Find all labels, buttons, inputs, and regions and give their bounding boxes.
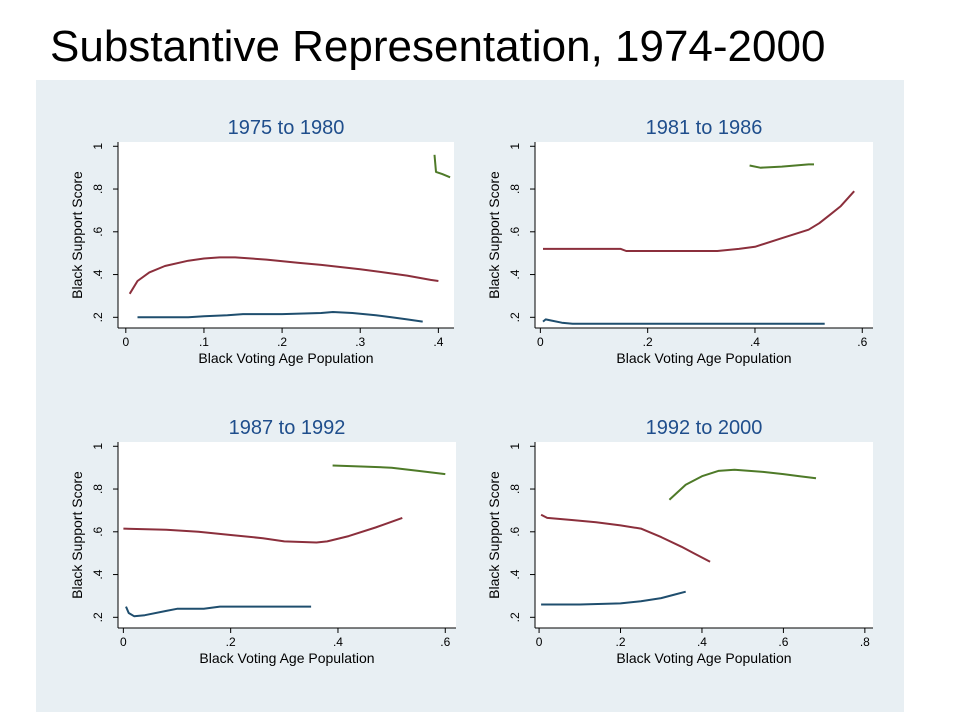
x-tick-label: .6 <box>440 635 450 649</box>
x-tick-label: 0 <box>122 335 129 349</box>
x-tick-label: .6 <box>857 335 867 349</box>
y-tick-label: .8 <box>91 484 105 494</box>
y-tick-label: .6 <box>508 526 522 536</box>
x-tick-label: .1 <box>199 335 209 349</box>
x-axis-label: Black Voting Age Population <box>199 650 374 666</box>
plot-area <box>118 442 456 628</box>
x-tick-label: .4 <box>750 335 760 349</box>
y-tick-label: 1 <box>508 443 522 450</box>
series-line-maroon <box>128 256 439 295</box>
x-tick-label: 0 <box>537 335 544 349</box>
chart-panel: 1987 to 1992 0 .2 .4 .6 .2 .4 .6 .8 1 Black Voting… <box>69 417 456 666</box>
series-line-navy <box>125 605 312 618</box>
y-tick-label: .6 <box>91 526 105 536</box>
y-tick-label: .2 <box>91 612 105 622</box>
y-axis-label: Black Support Score <box>486 171 502 299</box>
series-line-green <box>332 464 446 476</box>
series-line-maroon <box>123 516 403 544</box>
chart-panel: 1975 to 1980 0 .1 .2 .3 .4 .2 .4 .6 .8 1 Black Voti… <box>69 117 454 366</box>
y-tick-label: .6 <box>508 226 522 236</box>
y-tick-label: .8 <box>91 184 105 194</box>
y-tick-label: 1 <box>508 143 522 150</box>
x-tick-label: 0 <box>536 635 543 649</box>
y-tick-label: .4 <box>508 269 522 279</box>
y-axis-label: Black Support Score <box>69 171 85 299</box>
x-tick-label: .4 <box>433 335 443 349</box>
chart-panel: 1981 to 1986 0 .2 .4 .6 .2 .4 .6 .8 1 Black Voting… <box>486 117 873 366</box>
x-axis-label: Black Voting Age Population <box>616 650 791 666</box>
plot-area <box>118 142 454 328</box>
chart-panel: 1992 to 2000 0 .2 .4 .6 .8 .2 .4 .6 .8 1 Black Voti… <box>486 417 873 666</box>
y-tick-label: .4 <box>91 569 105 579</box>
y-tick-label: .4 <box>508 569 522 579</box>
y-tick-label: 1 <box>91 143 105 150</box>
x-axis-label: Black Voting Age Population <box>616 350 791 366</box>
x-tick-label: .4 <box>697 635 707 649</box>
panel-title: 1981 to 1986 <box>646 117 763 139</box>
x-tick-label: .6 <box>778 635 788 649</box>
series-line-green <box>749 163 814 169</box>
y-tick-label: .2 <box>508 312 522 322</box>
series-line-navy <box>541 590 686 606</box>
panel-title: 1975 to 1980 <box>228 117 345 139</box>
series-line-maroon <box>540 513 711 563</box>
y-tick-label: .8 <box>508 484 522 494</box>
x-tick-label: .2 <box>226 635 236 649</box>
x-tick-label: .2 <box>616 635 626 649</box>
y-axis-label: Black Support Score <box>69 471 85 599</box>
x-tick-label: .2 <box>643 335 653 349</box>
series-line-green <box>668 468 817 501</box>
series-line-maroon <box>543 190 855 252</box>
series-line-navy <box>542 318 825 325</box>
plot-area <box>535 142 873 328</box>
x-tick-label: .2 <box>277 335 287 349</box>
x-tick-label: .3 <box>355 335 365 349</box>
panel-title: 1992 to 2000 <box>646 417 763 439</box>
x-tick-label: 0 <box>120 635 127 649</box>
y-tick-label: .2 <box>508 612 522 622</box>
y-tick-label: .6 <box>91 226 105 236</box>
slide-title: Substantive Representation, 1974-2000 <box>50 22 826 71</box>
series-line-navy <box>137 311 423 323</box>
panel-title: 1987 to 1992 <box>229 417 346 439</box>
y-tick-label: 1 <box>91 443 105 450</box>
x-tick-label: .8 <box>860 635 870 649</box>
y-axis-label: Black Support Score <box>486 471 502 599</box>
y-tick-label: .8 <box>508 184 522 194</box>
series-line-green <box>433 154 451 179</box>
y-tick-label: .4 <box>91 269 105 279</box>
y-tick-label: .2 <box>91 312 105 322</box>
x-tick-label: .4 <box>333 635 343 649</box>
plot-area <box>535 442 873 628</box>
x-axis-label: Black Voting Age Population <box>198 350 373 366</box>
